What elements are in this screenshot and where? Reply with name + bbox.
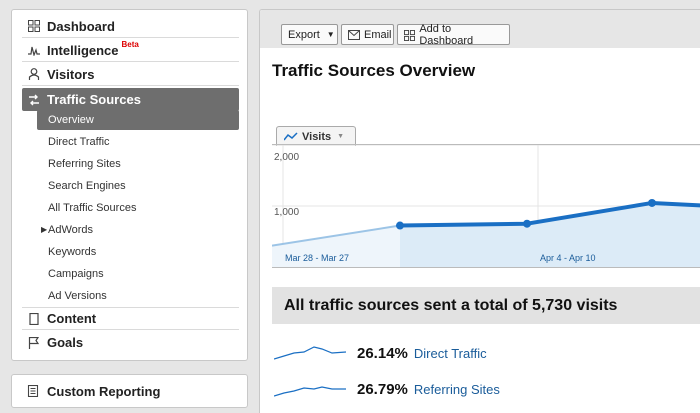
report-toolbar: Export ▼ Email Add to Dashboard <box>260 10 700 48</box>
subnav-ad-versions[interactable]: Ad Versions <box>37 286 239 306</box>
metric-selector-label: Visits <box>302 130 332 143</box>
nav-intelligence-label: Intelligence <box>47 42 119 58</box>
source-link-referring-sites[interactable]: Referring Sites <box>413 381 500 397</box>
subnav-all-traffic-sources-label: All Traffic Sources <box>48 202 137 214</box>
visitor-person-icon <box>28 68 40 80</box>
nav-goals-label: Goals <box>47 335 84 350</box>
subnav-direct-traffic[interactable]: Direct Traffic <box>37 132 239 152</box>
data-point <box>523 219 531 228</box>
source-row-referring: 26.79% Referring Sites <box>274 378 500 400</box>
custom-reporting-link[interactable]: Custom Reporting <box>11 374 248 408</box>
x-tick-label: Apr 4 - Apr 10 <box>540 253 596 263</box>
y-tick-label: 1,000 <box>274 207 300 218</box>
intelligence-chart-icon <box>28 44 40 56</box>
nav-intelligence[interactable]: Intelligence Beta <box>22 39 239 62</box>
source-row-direct: 26.14% Direct Traffic <box>274 342 487 364</box>
nav-visitors[interactable]: Visitors <box>22 63 239 86</box>
report-document-icon <box>27 385 39 397</box>
subnav-search-engines[interactable]: Search Engines <box>37 176 239 196</box>
subnav-referring-sites[interactable]: Referring Sites <box>37 154 239 174</box>
expand-triangle-icon[interactable]: ▶ <box>41 225 48 234</box>
subnav-ad-versions-label: Ad Versions <box>48 290 107 302</box>
nav-goals[interactable]: Goals <box>22 331 239 354</box>
data-point <box>396 221 404 230</box>
subnav-all-traffic-sources[interactable]: All Traffic Sources <box>37 198 239 218</box>
subnav-campaigns[interactable]: Campaigns <box>37 264 239 284</box>
export-button[interactable]: Export ▼ <box>281 24 338 45</box>
nav-dashboard-label: Dashboard <box>47 18 115 34</box>
metric-selector[interactable]: Visits ▼ <box>276 126 356 146</box>
content-page-icon <box>28 312 40 325</box>
source-percent: 26.14% <box>357 344 408 362</box>
nav-content-label: Content <box>47 311 97 326</box>
chart-area <box>400 202 700 268</box>
email-button[interactable]: Email <box>341 24 394 45</box>
nav-visitors-label: Visitors <box>47 66 95 82</box>
subnav-campaigns-label: Campaigns <box>48 268 104 280</box>
subnav-search-engines-label: Search Engines <box>48 180 126 192</box>
envelope-icon <box>348 29 360 40</box>
beta-badge: Beta <box>121 39 139 49</box>
subnav-keywords-label: Keywords <box>48 246 97 258</box>
chevron-down-icon: ▼ <box>326 30 335 39</box>
email-button-label: Email <box>364 28 392 41</box>
subnav-overview-label: Overview <box>48 114 94 126</box>
x-tick-label: Mar 28 - Mar 27 <box>285 253 350 263</box>
series-line <box>399 200 700 228</box>
page-title: Traffic Sources Overview <box>272 61 476 80</box>
source-link-direct-traffic[interactable]: Direct Traffic <box>413 345 487 361</box>
add-to-dashboard-label: Add to Dashboard <box>419 22 474 47</box>
line-chart-icon <box>284 132 298 141</box>
subnav-adwords-label: AdWords <box>48 224 94 236</box>
series-line <box>272 224 401 247</box>
subnav-keywords[interactable]: Keywords <box>37 242 239 262</box>
traffic-arrows-icon <box>28 94 40 106</box>
export-button-label: Export <box>288 28 320 41</box>
subnav-adwords[interactable]: ▶ AdWords <box>37 220 239 240</box>
sidebar-nav: Dashboard Intelligence Beta Visitors Tra… <box>11 9 248 361</box>
summary-banner: All traffic sources sent a total of 5,73… <box>272 287 700 324</box>
subnav-direct-traffic-label: Direct Traffic <box>48 136 110 148</box>
nav-traffic-sources-label: Traffic Sources <box>47 92 141 107</box>
chart-area <box>272 225 400 268</box>
data-point <box>648 198 656 207</box>
sparkline-icon <box>274 346 346 360</box>
chevron-down-icon: ▼ <box>337 133 345 140</box>
custom-reporting-label: Custom Reporting <box>47 383 161 399</box>
subnav-overview[interactable]: Overview <box>37 110 239 130</box>
source-percent: 26.79% <box>357 380 408 398</box>
subnav-referring-sites-label: Referring Sites <box>48 158 121 170</box>
nav-dashboard[interactable]: Dashboard <box>22 15 239 38</box>
y-tick-label: 2,000 <box>274 152 300 163</box>
sparkline-icon <box>274 386 346 397</box>
main-panel: Export ▼ Email Add to Dashboard Traffic … <box>259 9 700 413</box>
nav-traffic-sources[interactable]: Traffic Sources <box>22 88 239 111</box>
nav-content[interactable]: Content <box>22 307 239 330</box>
dashboard-grid-icon <box>404 29 415 41</box>
add-to-dashboard-button[interactable]: Add to Dashboard <box>397 22 510 47</box>
visits-chart[interactable]: 2,000 1,000 Mar 28 - Mar 27 Apr 4 - Apr … <box>272 144 700 268</box>
dashboard-grid-icon <box>28 20 40 32</box>
goals-flag-icon <box>28 336 40 349</box>
visits-chart-svg <box>272 145 700 268</box>
